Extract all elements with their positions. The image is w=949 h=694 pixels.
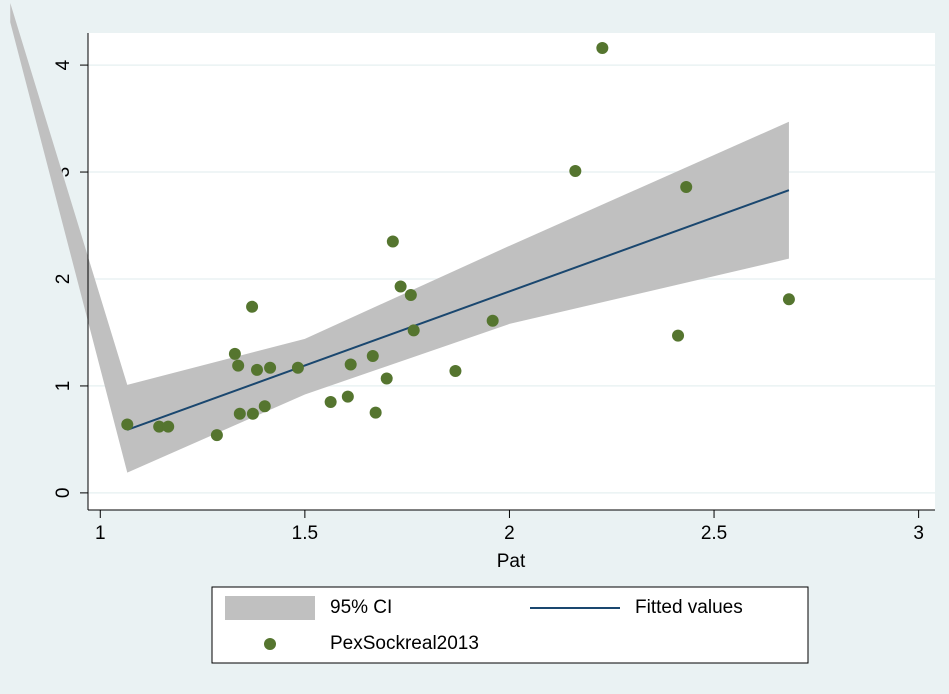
scatter-point <box>672 329 685 342</box>
scatter-point <box>264 361 277 374</box>
y-tick-label: 2 <box>53 274 74 285</box>
x-tick-label: 1 <box>95 523 106 544</box>
scatter-point <box>680 181 693 194</box>
scatter-point <box>380 372 393 385</box>
legend-label: 95% CI <box>330 597 392 618</box>
x-axis-label: Pat <box>497 551 526 572</box>
x-tick-label: 2 <box>504 523 515 544</box>
y-tick-label: 3 <box>53 167 74 178</box>
legend-label: Fitted values <box>635 597 743 618</box>
scatter-point <box>596 41 609 54</box>
fitted-line <box>126 189 790 431</box>
scatter-point <box>162 420 175 433</box>
scatter-point <box>407 324 420 337</box>
x-tick-label: 3 <box>913 523 924 544</box>
scatter-point <box>366 349 379 362</box>
x-tick-label: 1.5 <box>292 523 318 544</box>
scatter-point <box>486 314 499 327</box>
x-tick-label: 2.5 <box>701 523 727 544</box>
scatter-point <box>121 418 134 431</box>
scatter-point <box>228 347 241 360</box>
scatter-point <box>344 358 357 371</box>
y-tick-label: 1 <box>53 381 74 392</box>
ci-band <box>10 3 789 473</box>
scatter-point <box>246 407 259 420</box>
scatter-point <box>258 400 271 413</box>
y-tick-label: 0 <box>53 488 74 499</box>
scatter-point <box>232 359 245 372</box>
scatter-point <box>449 364 462 377</box>
scatter-point <box>782 293 795 306</box>
scatter-point <box>153 420 166 433</box>
scatter-point <box>291 361 304 374</box>
scatter-point <box>233 407 246 420</box>
legend-swatch <box>264 638 276 650</box>
scatter-point <box>341 390 354 403</box>
scatter-point <box>246 300 259 313</box>
scatter-point <box>210 429 223 442</box>
scatter-point <box>250 363 263 376</box>
legend-swatch <box>225 596 315 620</box>
scatter-point <box>404 289 417 302</box>
scatter-point <box>394 280 407 293</box>
scatter-point <box>569 164 582 177</box>
legend-label: PexSockreal2013 <box>330 633 479 654</box>
scatter-point <box>369 406 382 419</box>
scatter-point <box>386 235 399 248</box>
y-tick-label: 4 <box>53 59 74 70</box>
scatter-point <box>324 395 337 408</box>
